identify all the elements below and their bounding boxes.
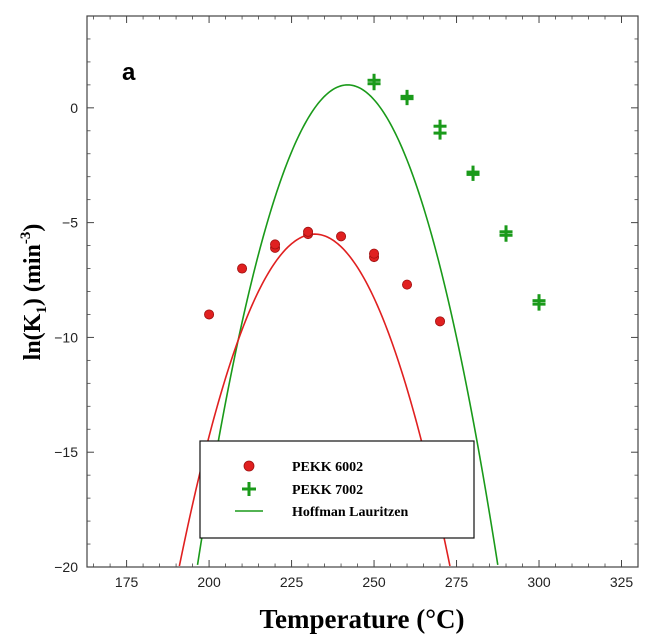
legend: PEKK 6002 PEKK 7002 Hoffman Lauritzen	[199, 440, 475, 539]
point-series-0-5	[303, 226, 314, 237]
point-series-0-1	[237, 263, 248, 274]
point-series-1-3	[400, 92, 414, 106]
plus-v-1-4	[438, 119, 442, 133]
y-tick-label-2: −10	[54, 329, 78, 345]
point-series-0-8	[369, 248, 380, 259]
y-tick-label-1: −5	[62, 215, 78, 231]
legend-marker-pekk-7002-v	[247, 482, 251, 496]
panel-label: a	[122, 59, 136, 86]
plus-v-1-9	[504, 228, 508, 242]
point-series-0-9	[402, 279, 413, 290]
y-tick-label-0: 0	[70, 100, 78, 116]
y-tick-label-3: −15	[54, 444, 78, 460]
y-axis-title-sup: -3	[18, 232, 34, 245]
point-series-1-1	[367, 77, 381, 91]
point-series-1-4	[433, 119, 447, 133]
x-tick-label-2: 225	[280, 574, 304, 590]
point-series-1-11	[532, 297, 546, 311]
point-series-1-9	[499, 228, 513, 242]
x-tick-label-6: 325	[610, 574, 634, 590]
legend-label-hoffman-lauritzen: Hoffman Lauritzen	[292, 505, 408, 520]
plus-v-1-7	[471, 167, 475, 181]
point-series-1-7	[466, 167, 480, 181]
x-tick-label-5: 300	[527, 574, 551, 590]
x-tick-label-3: 250	[362, 574, 386, 590]
fit-curve-0	[196, 84, 499, 566]
legend-marker-pekk-7002	[242, 482, 256, 496]
x-tick-label-0: 175	[115, 574, 139, 590]
y-axis-title: ln(K1) (min-3)	[18, 224, 50, 361]
point-series-1-5	[433, 126, 447, 140]
y-axis-title-main: ln(K	[20, 313, 46, 360]
point-series-0-0	[204, 309, 215, 320]
x-tick-label-4: 275	[445, 574, 469, 590]
fit-curves	[178, 84, 499, 567]
y-axis-title-end: )	[20, 224, 46, 232]
legend-label-pekk-7002: PEKK 7002	[292, 483, 363, 498]
x-tick-label-1: 200	[197, 574, 221, 590]
plus-v-1-3	[405, 92, 409, 106]
point-series-0-6	[336, 231, 347, 242]
x-axis-title: Temperature (°C)	[259, 604, 464, 634]
data-points	[204, 73, 546, 327]
plus-v-1-1	[372, 77, 376, 91]
plus-v-1-11	[537, 297, 541, 311]
point-series-0-10	[435, 316, 446, 327]
y-axis-title-tail: ) (min	[20, 244, 46, 306]
fit-curve-1	[178, 233, 451, 567]
point-series-0-3	[270, 239, 281, 250]
legend-label-pekk-6002: PEKK 6002	[292, 460, 363, 475]
y-tick-label-4: −20	[54, 559, 78, 575]
y-axis-title-sub: 1	[34, 306, 50, 314]
legend-marker-pekk-6002	[243, 460, 255, 472]
plus-v-1-5	[438, 126, 442, 140]
axis-ticks: 175 200 225 250 275 300 325 0 −5 −10 −15 −20	[54, 15, 639, 590]
